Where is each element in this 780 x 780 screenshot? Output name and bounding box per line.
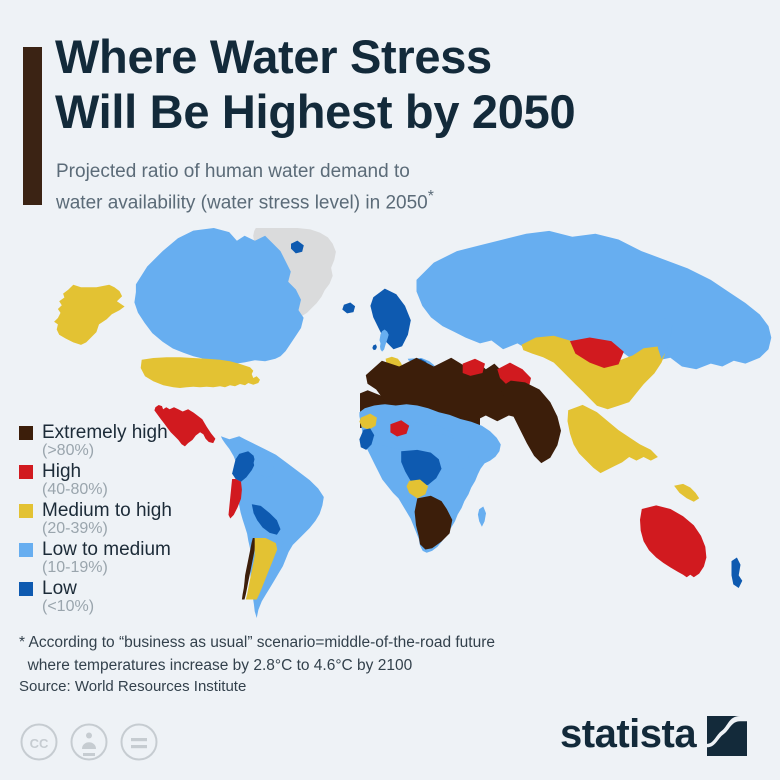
svg-text:CC: CC bbox=[30, 736, 49, 751]
